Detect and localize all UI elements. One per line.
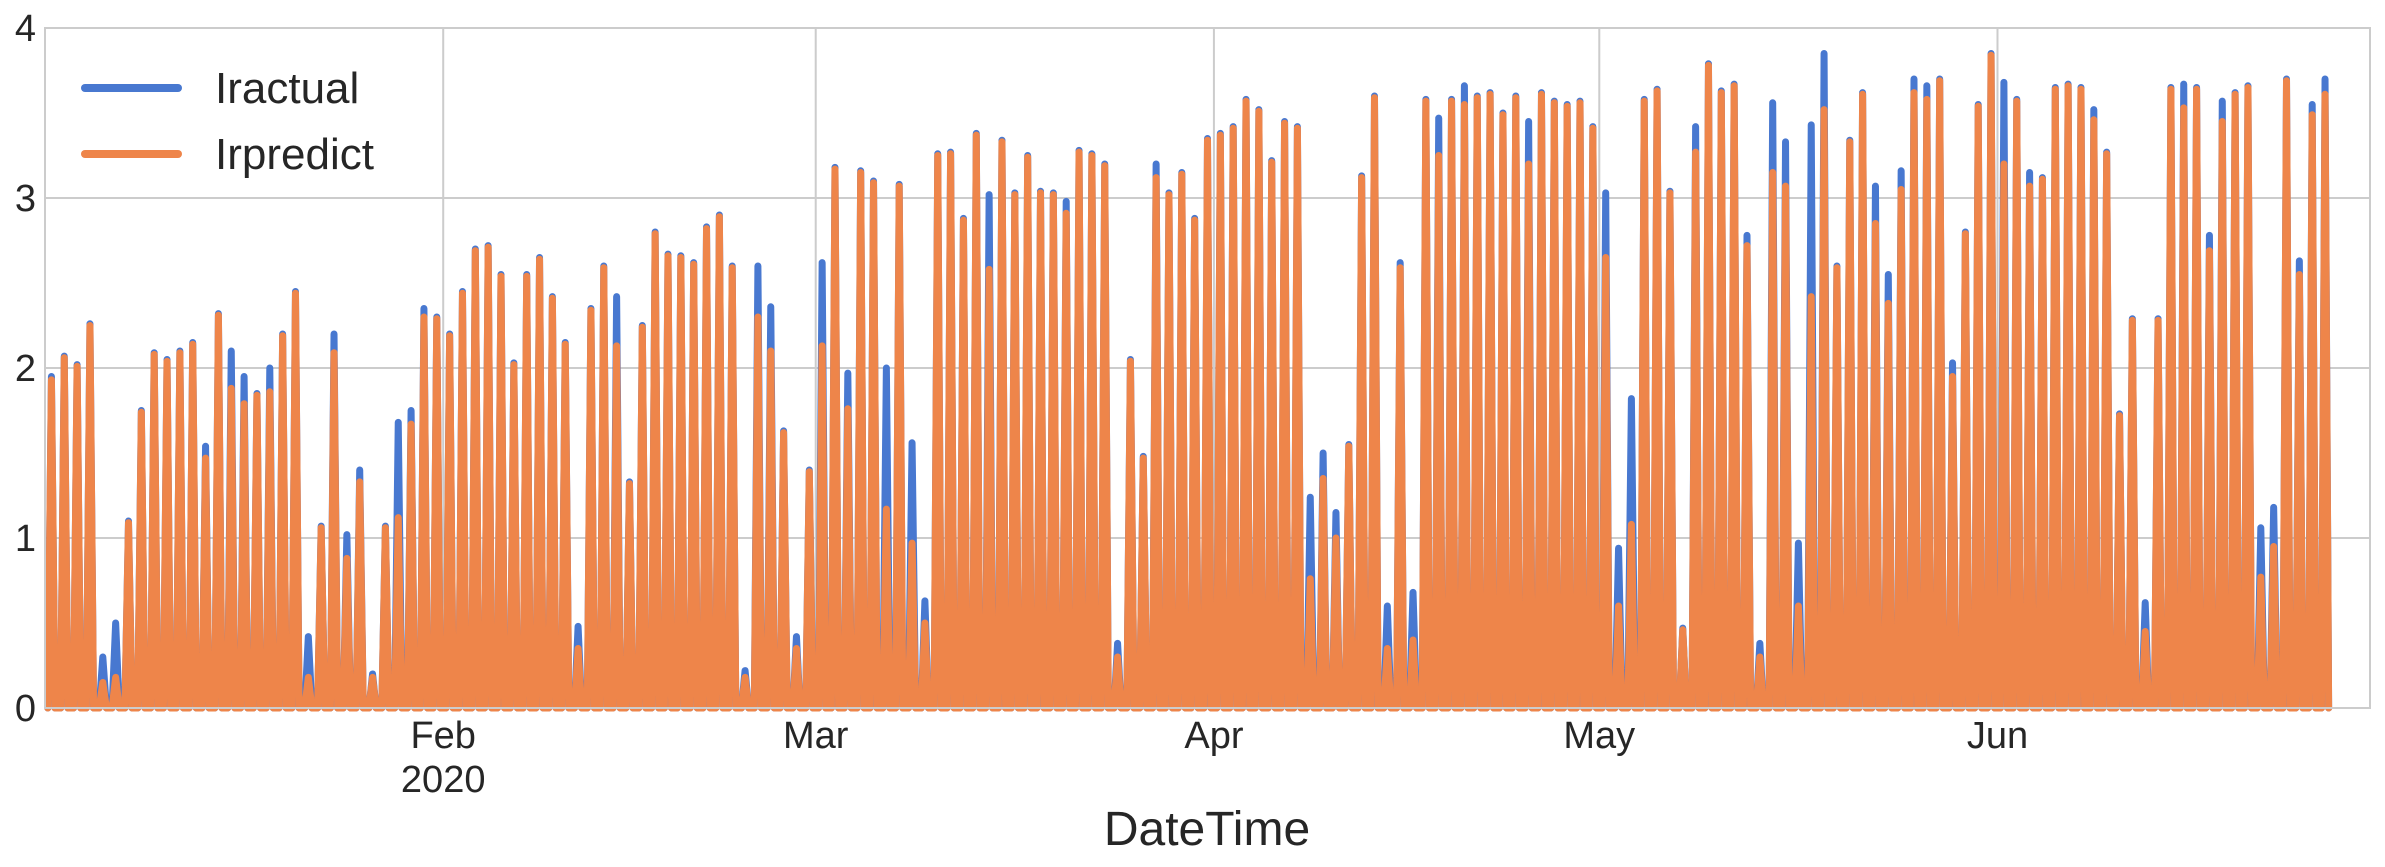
x-tick-label: Jun <box>1967 715 2028 757</box>
legend-label: Irpredict <box>215 130 374 179</box>
x-tick-sublabel: 2020 <box>401 759 486 801</box>
x-axis-title: DateTime <box>1104 803 1310 856</box>
x-tick-label: Apr <box>1184 715 1243 757</box>
legend: Iractual Irpredict <box>81 64 374 179</box>
plot-frame <box>44 27 2371 709</box>
y-axis-ticks: 0 1 2 3 4 <box>15 8 36 730</box>
y-tick-label: 4 <box>15 8 36 50</box>
y-tick-label: 1 <box>15 518 36 560</box>
x-tick-label: Mar <box>783 715 849 757</box>
y-tick-label: 2 <box>15 348 36 390</box>
y-tick-label: 0 <box>15 688 36 730</box>
y-tick-label: 3 <box>15 178 36 220</box>
legend-label: Iractual <box>215 64 359 113</box>
x-tick-label: May <box>1563 715 1635 757</box>
x-tick-label: Feb <box>410 715 475 757</box>
